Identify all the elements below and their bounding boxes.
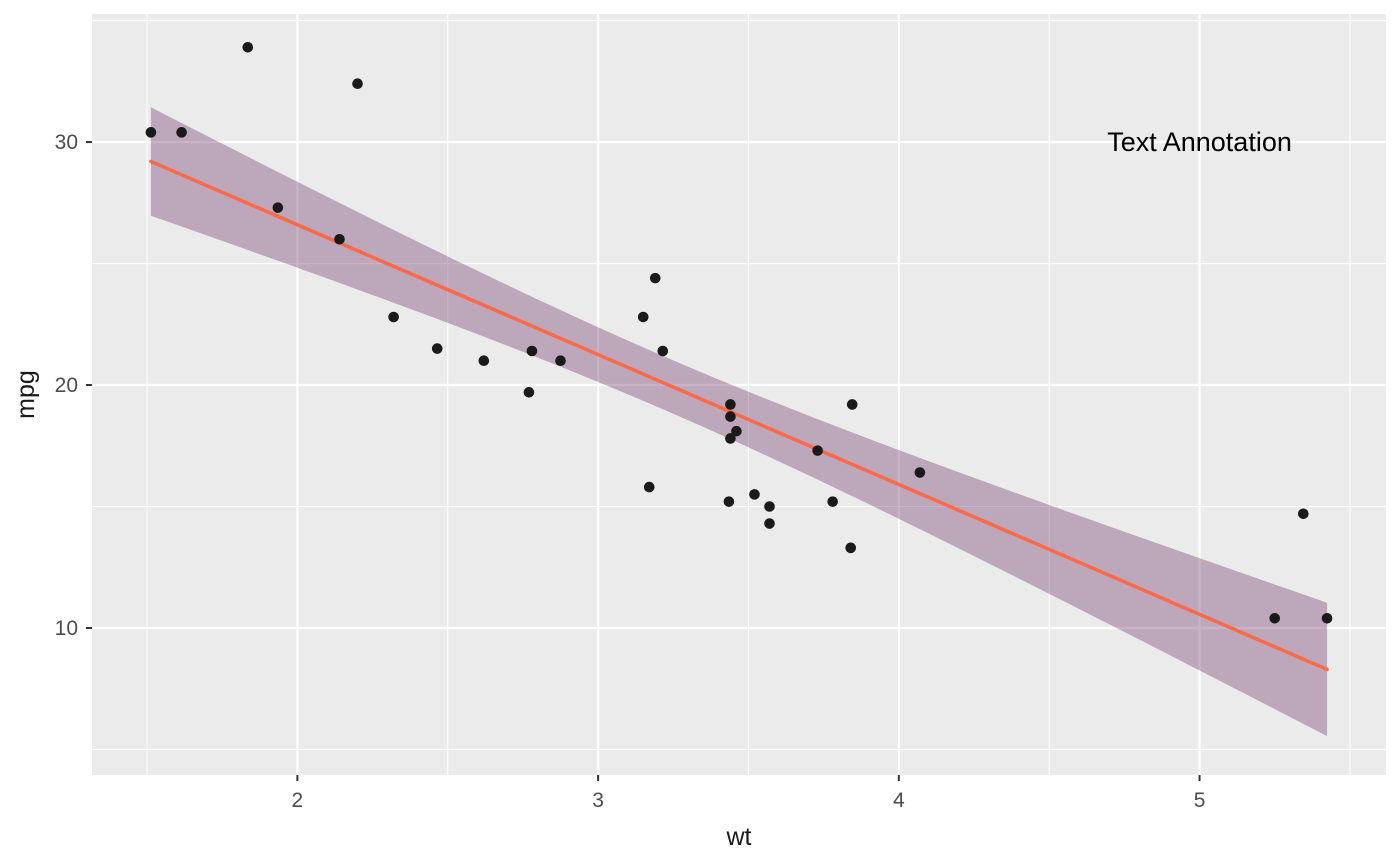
data-point <box>637 311 649 323</box>
data-point <box>657 345 669 357</box>
scatter-points-layer <box>145 41 1333 624</box>
plot-panel-background <box>92 14 1386 775</box>
data-point <box>388 311 399 323</box>
data-point <box>725 411 736 422</box>
data-point <box>725 399 736 410</box>
y-tick-label: 30 <box>55 131 78 154</box>
data-point <box>846 399 858 410</box>
data-point <box>145 127 157 138</box>
y-tick-label: 10 <box>55 617 78 640</box>
y-tick-label: 20 <box>55 374 78 397</box>
gridlines-major <box>92 14 1386 775</box>
data-point <box>1298 508 1309 520</box>
x-tick-label: 4 <box>893 789 905 812</box>
data-point <box>431 343 443 354</box>
data-point <box>555 355 566 367</box>
x-tick-label: 3 <box>592 789 604 812</box>
y-axis-title: mpg <box>12 370 40 419</box>
x-tick-label: 5 <box>1194 789 1206 812</box>
data-point <box>914 467 926 478</box>
regression-line <box>149 159 1329 672</box>
data-point <box>845 542 857 554</box>
data-point <box>1321 612 1333 624</box>
data-point <box>723 496 735 507</box>
data-point <box>334 233 345 245</box>
data-point <box>731 425 742 437</box>
data-point <box>352 78 363 90</box>
data-point <box>749 489 760 500</box>
x-axis-title: wt <box>726 823 752 851</box>
confidence-band <box>150 107 1328 737</box>
x-axis: 2 3 4 5 <box>292 775 1206 812</box>
data-point <box>526 345 538 357</box>
data-point <box>827 496 838 507</box>
data-point <box>478 355 490 367</box>
data-point <box>523 387 535 398</box>
data-point <box>649 272 661 284</box>
data-point <box>176 127 187 138</box>
data-point <box>812 445 823 456</box>
gridlines-minor <box>92 14 1386 775</box>
data-point <box>1269 612 1281 624</box>
data-point <box>272 202 284 213</box>
data-point <box>764 501 775 512</box>
regression-smooth-layer <box>149 107 1329 737</box>
data-point <box>725 433 736 444</box>
x-tick-label: 2 <box>292 789 304 812</box>
data-point <box>643 481 655 493</box>
text-annotation: Text Annotation <box>1107 127 1292 157</box>
data-point <box>764 518 775 529</box>
data-point <box>242 41 254 53</box>
y-axis: 10 20 30 <box>55 131 92 640</box>
